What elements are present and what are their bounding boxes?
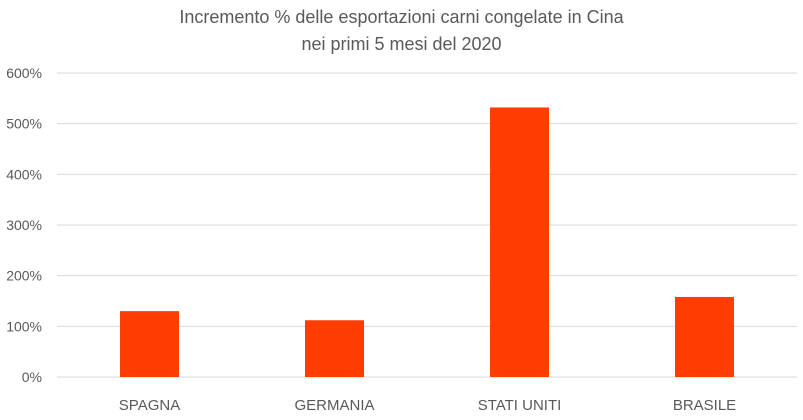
y-tick-label: 200%: [6, 268, 42, 284]
chart-title-block: Incremento % delle esportazioni carni co…: [0, 4, 803, 58]
chart-subtitle: nei primi 5 mesi del 2020: [301, 34, 502, 54]
x-tick-label: SPAGNA: [119, 397, 180, 414]
x-tick-label: BRASILE: [673, 397, 736, 414]
y-tick-label: 400%: [6, 166, 42, 182]
bar-germania: [305, 320, 364, 377]
chart-title: Incremento % delle esportazioni carni co…: [179, 7, 624, 27]
bar-brasile: [675, 296, 734, 377]
x-tick-label: STATI UNITI: [478, 397, 562, 414]
bar-spagna: [120, 311, 179, 377]
x-tick-label: GERMANIA: [294, 397, 374, 414]
y-tick-label: 0%: [22, 369, 42, 385]
bar-stati-uniti: [490, 107, 549, 377]
y-tick-label: 500%: [6, 116, 42, 132]
y-tick-label: 300%: [6, 217, 42, 233]
y-tick-label: 100%: [6, 318, 42, 334]
y-tick-label: 600%: [6, 65, 42, 81]
